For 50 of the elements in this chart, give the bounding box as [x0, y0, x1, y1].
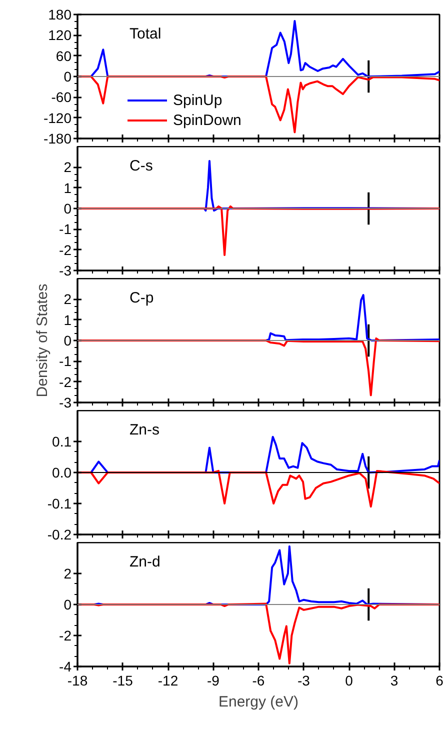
- y-tick-label: -4: [59, 658, 72, 674]
- x-tick-label: 0: [345, 672, 354, 688]
- y-tick-label: -0.1: [47, 496, 72, 512]
- y-tick-label: 0: [64, 68, 72, 84]
- y-tick-label: -3: [59, 394, 72, 410]
- text: C-p: [130, 290, 154, 306]
- y-tick-label: 120: [48, 27, 72, 44]
- y-tick-label: 2: [64, 566, 72, 582]
- y-tick-label: 0: [64, 332, 72, 348]
- y-tick-label: -120: [43, 110, 72, 126]
- y-tick-label: 0: [64, 596, 72, 612]
- legend-label: SpinDown: [173, 112, 242, 128]
- y-tick-label: 60: [56, 48, 72, 64]
- y-tick-label: -2: [59, 242, 72, 258]
- x-tick-label: -6: [252, 672, 265, 688]
- y-tick-label: 2: [64, 159, 72, 176]
- x-tick-label: -12: [158, 672, 178, 688]
- x-tick-label: -15: [112, 672, 134, 688]
- y-tick-label: -180: [43, 130, 72, 146]
- y-tick-label: 1: [64, 312, 72, 328]
- x-tick-label: -18: [67, 672, 88, 688]
- x-tick-label: -9: [207, 672, 220, 688]
- y-tick-label: -2: [59, 628, 72, 644]
- y-tick-label: -0.2: [47, 526, 72, 542]
- legend-label: SpinUp: [173, 92, 222, 108]
- x-tick-label: 6: [436, 672, 444, 688]
- line-series: [78, 602, 440, 664]
- x-tick-label: -3: [298, 672, 310, 688]
- text: Total: [130, 26, 162, 42]
- y-tick-label: 0.0: [52, 464, 72, 480]
- y-tick-label: -60: [51, 89, 72, 106]
- line-series: [78, 205, 440, 256]
- y-tick-label: 1: [64, 180, 72, 196]
- y-tick-label: 180: [48, 6, 72, 22]
- text: Zn-d: [130, 554, 160, 570]
- x-axis-title: Energy (eV): [218, 694, 299, 710]
- x-tick-label: 3: [390, 672, 398, 688]
- y-tick-label: -1: [59, 221, 72, 238]
- text: Zn-s: [130, 422, 160, 438]
- y-tick-label: 0.1: [52, 434, 72, 450]
- y-axis-title: Density of States: [34, 284, 52, 398]
- line-series: [78, 76, 440, 134]
- y-tick-label: -3: [59, 262, 72, 278]
- line-series: [78, 337, 440, 396]
- text: C-s: [130, 158, 153, 174]
- y-tick-label: -2: [59, 374, 72, 390]
- y-tick-label: 0: [64, 200, 72, 216]
- y-tick-label: -1: [59, 353, 72, 370]
- y-tick-label: 2: [64, 291, 72, 308]
- line-series: [78, 470, 440, 508]
